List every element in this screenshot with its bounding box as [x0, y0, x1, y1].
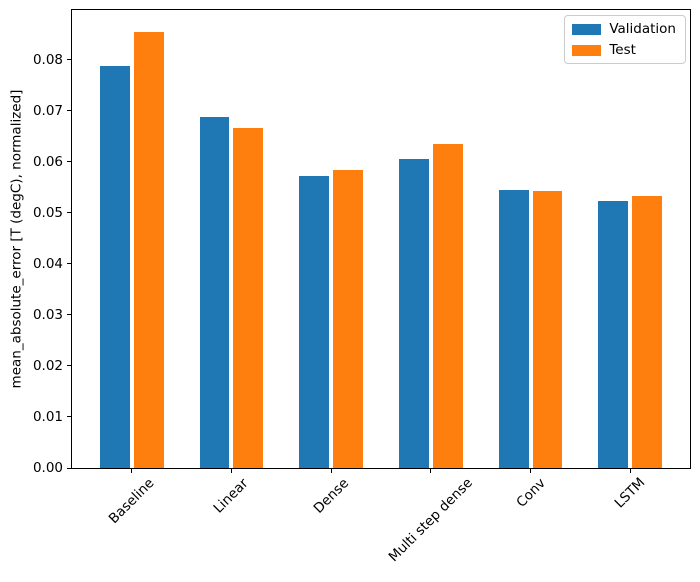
test-color-swatch [572, 44, 602, 56]
bar-test-lstm [632, 195, 663, 468]
plot-area: Validation Test [71, 9, 691, 469]
x-tick-mark [230, 468, 232, 473]
x-tick-label: Linear [210, 475, 252, 516]
y-tick-mark [67, 161, 72, 163]
y-tick-label: 0.04 [32, 255, 63, 272]
y-tick-mark [67, 212, 72, 214]
x-tick-mark [330, 468, 332, 473]
legend-item-validation: Validation [572, 21, 676, 37]
y-axis-title: mean_absolute_error [T (degC), normalize… [7, 89, 24, 389]
bar-validation-conv [498, 190, 529, 468]
x-tick-label: Conv [512, 474, 549, 511]
y-tick-mark [67, 59, 72, 61]
bar-test-dense [333, 170, 364, 468]
x-tick-label: Dense [310, 475, 352, 517]
x-tick-mark [530, 468, 532, 473]
legend: Validation Test [564, 15, 686, 64]
bar-test-baseline [133, 31, 164, 468]
x-tick-mark [131, 468, 133, 473]
x-tick-label: Multi step dense [385, 475, 476, 566]
x-tick-label: Baseline [106, 474, 158, 527]
bar-validation-baseline [99, 66, 130, 468]
validation-color-swatch [572, 23, 602, 35]
legend-label-test: Test [609, 42, 636, 58]
x-tick-label: LSTM [611, 474, 649, 512]
bar-validation-linear [199, 116, 230, 468]
y-tick-mark [67, 314, 72, 316]
y-tick-label: 0.02 [32, 357, 63, 374]
bar-validation-lstm [598, 200, 629, 468]
y-tick-label: 0.05 [32, 204, 63, 221]
y-tick-label: 0.08 [32, 51, 63, 68]
y-tick-label: 0.06 [32, 153, 63, 170]
x-tick-mark [430, 468, 432, 473]
bar-test-conv [532, 191, 563, 468]
y-tick-mark [67, 467, 72, 469]
y-tick-label: 0.07 [32, 102, 63, 119]
y-tick-mark [67, 263, 72, 265]
bar-validation-dense [299, 175, 330, 468]
bar-test-linear [233, 128, 264, 468]
y-tick-label: 0.00 [32, 460, 63, 476]
x-tick-mark [629, 468, 631, 473]
y-tick-label: 0.03 [32, 306, 63, 323]
bar-validation-multi-step-dense [398, 158, 429, 468]
legend-label-validation: Validation [609, 21, 676, 37]
bar-test-multi-step-dense [432, 144, 463, 468]
y-tick-mark [67, 110, 72, 112]
y-tick-mark [67, 416, 72, 418]
legend-item-test: Test [572, 42, 676, 58]
y-tick-label: 0.01 [32, 408, 63, 425]
y-tick-mark [67, 365, 72, 367]
